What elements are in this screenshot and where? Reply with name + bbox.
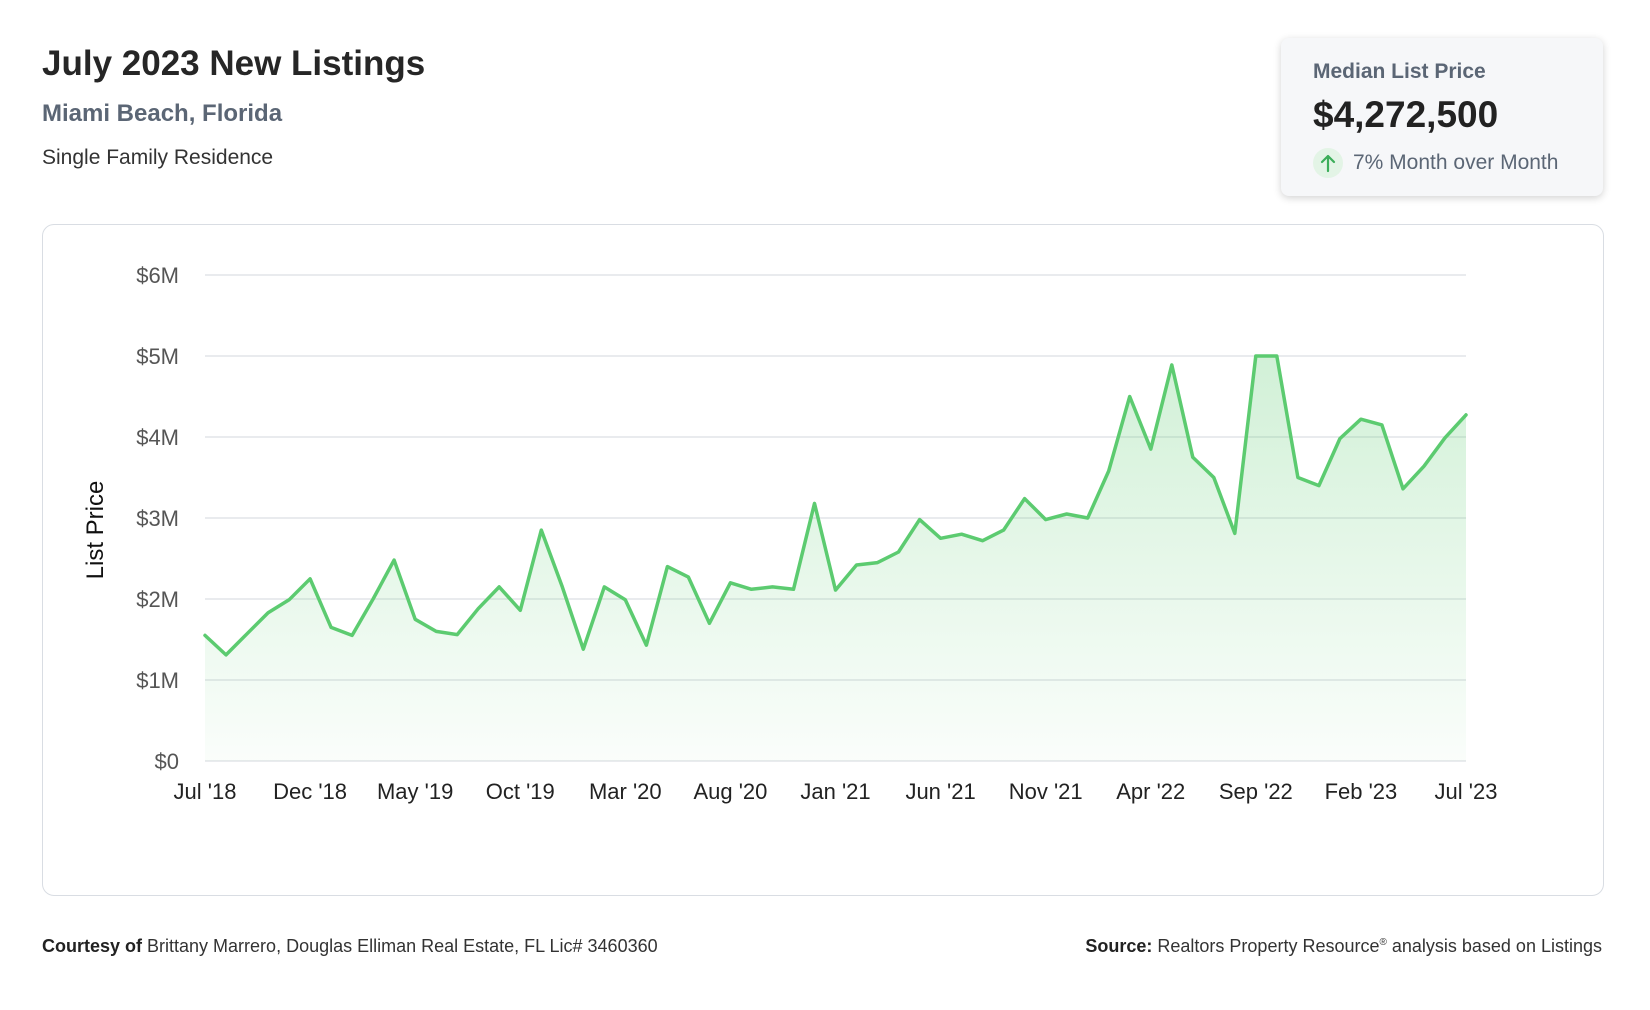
chart-container: $0 $1M $2M $3M $4M $5M $6M Jul '18 Dec '18 May '1… bbox=[42, 224, 1604, 896]
x-tick-label: Nov '21 bbox=[1009, 779, 1083, 804]
x-tick-label: Dec '18 bbox=[273, 779, 347, 804]
y-tick-label: $6M bbox=[136, 263, 179, 288]
source-text-rest: analysis based on Listings bbox=[1386, 936, 1602, 956]
x-tick-label: Jan '21 bbox=[800, 779, 870, 804]
y-tick-label: $3M bbox=[136, 506, 179, 531]
x-tick-label: Mar '20 bbox=[589, 779, 662, 804]
courtesy-label: Courtesy of bbox=[42, 936, 143, 956]
page-title: July 2023 New Listings bbox=[42, 44, 426, 83]
property-type: Single Family Residence bbox=[42, 146, 274, 169]
courtesy-footer: Courtesy of Brittany Marrero, Douglas El… bbox=[42, 936, 658, 957]
source-text: Realtors Property Resource bbox=[1157, 936, 1380, 956]
change-text: 7% Month over Month bbox=[1353, 151, 1559, 174]
card-value: $4,272,500 bbox=[1313, 94, 1499, 135]
y-tick-label: $1M bbox=[136, 668, 179, 693]
registered-mark: ® bbox=[1379, 937, 1387, 948]
x-tick-label: Jul '23 bbox=[1435, 779, 1498, 804]
arrow-up-icon bbox=[1313, 148, 1343, 178]
courtesy-text: Brittany Marrero, Douglas Elliman Real E… bbox=[147, 936, 658, 956]
median-price-card: Median List Price $4,272,500 7% Month ov… bbox=[1281, 38, 1603, 196]
y-axis-label: List Price bbox=[82, 481, 109, 580]
x-tick-label: Aug '20 bbox=[693, 779, 767, 804]
x-tick-label: Jul '18 bbox=[174, 779, 237, 804]
x-tick-label: May '19 bbox=[377, 779, 453, 804]
x-tick-label: Oct '19 bbox=[486, 779, 555, 804]
price-chart: $0 $1M $2M $3M $4M $5M $6M Jul '18 Dec '18 May '1… bbox=[82, 263, 1498, 804]
y-tick-label: $2M bbox=[136, 587, 179, 612]
y-tick-label: $4M bbox=[136, 425, 179, 450]
price-area-fill bbox=[205, 356, 1466, 761]
x-tick-label: Jun '21 bbox=[905, 779, 975, 804]
source-footer: Source: Realtors Property Resource® anal… bbox=[1085, 936, 1602, 957]
location-subtitle: Miami Beach, Florida bbox=[42, 100, 283, 127]
x-tick-label: Sep '22 bbox=[1219, 779, 1293, 804]
change-indicator: 7% Month over Month bbox=[1313, 148, 1558, 178]
y-tick-label: $5M bbox=[136, 344, 179, 369]
source-label: Source: bbox=[1085, 936, 1153, 956]
y-tick-label: $0 bbox=[155, 749, 179, 774]
card-label: Median List Price bbox=[1313, 60, 1486, 83]
price-series-line bbox=[203, 354, 1468, 657]
x-tick-label: Feb '23 bbox=[1325, 779, 1398, 804]
x-tick-label: Apr '22 bbox=[1116, 779, 1185, 804]
